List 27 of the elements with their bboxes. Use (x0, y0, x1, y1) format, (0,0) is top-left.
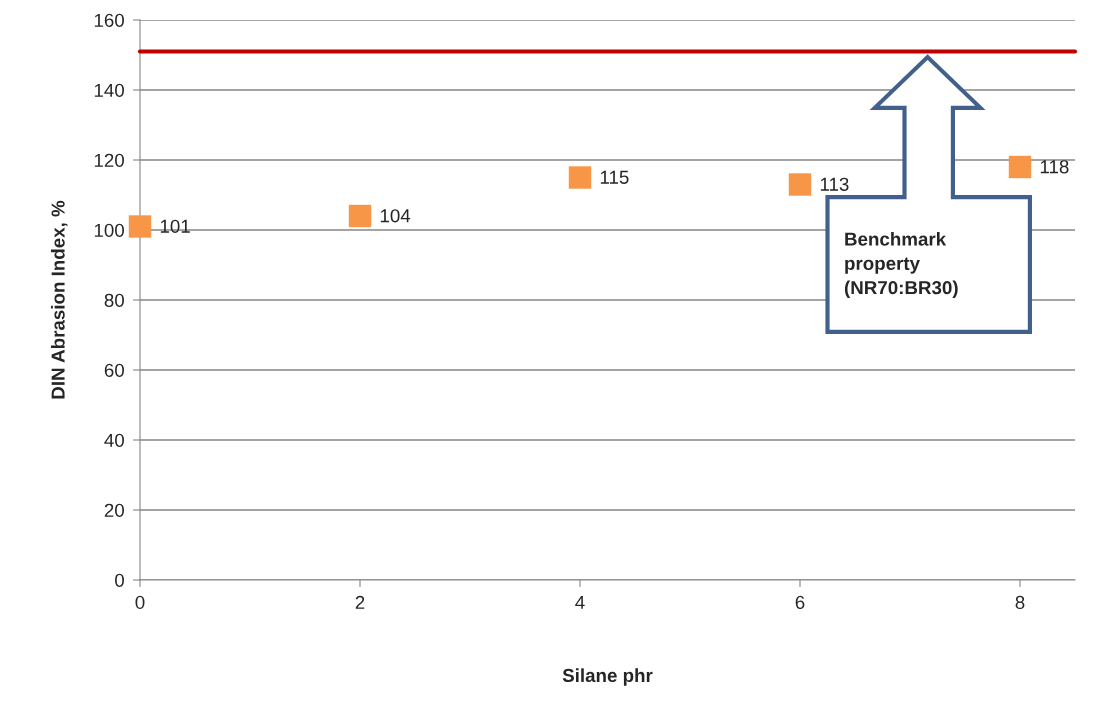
x-tick-label: 8 (1015, 595, 1025, 610)
data-label: 113 (820, 177, 849, 191)
y-tick-label: 20 (104, 503, 124, 517)
data-label: 104 (380, 209, 411, 223)
data-label: 115 (600, 170, 629, 184)
annotation: Benchmark property (NR70:BR30) (844, 231, 958, 299)
y-tick-label: 120 (94, 153, 124, 167)
y-tick-label: 60 (104, 363, 124, 377)
x-tick-label: 0 (135, 595, 145, 610)
y-tick-label: 80 (104, 293, 124, 307)
point (788, 173, 812, 196)
x-tick-label: 2 (355, 595, 365, 609)
y-tick-label: 140 (94, 83, 124, 97)
point (1008, 155, 1032, 179)
data-label: 101 (160, 219, 190, 233)
point (128, 215, 152, 238)
x-tick-label: 6 (795, 595, 805, 610)
y-tick-label: 0 (115, 573, 124, 587)
x-tick-label: 4 (575, 595, 585, 609)
x-axis-title: Silane phr (562, 668, 653, 686)
y-tick-label: 100 (94, 223, 124, 237)
y-tick-label: 40 (104, 433, 124, 447)
y-axis-title: DIN Abrasion Index, % (50, 200, 68, 399)
point (348, 204, 372, 228)
data-label: 118 (1040, 160, 1069, 174)
point (568, 166, 592, 189)
y-tick-label: 160 (94, 13, 124, 27)
